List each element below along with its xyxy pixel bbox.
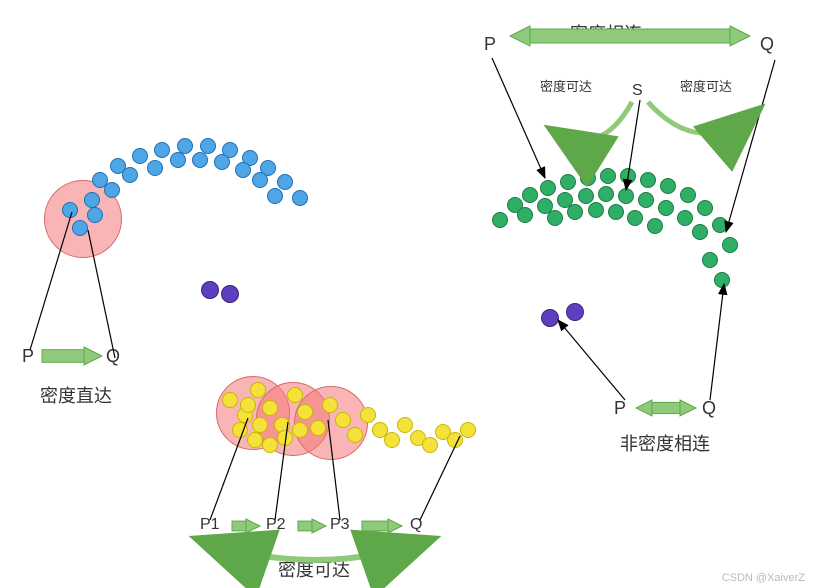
yellow-dot-16 bbox=[422, 437, 438, 453]
label-density-reach-small-l: 密度可达 bbox=[540, 76, 592, 95]
yellow-dot-9 bbox=[335, 412, 351, 428]
green-dot-3 bbox=[540, 180, 556, 196]
blue-dot-0 bbox=[62, 202, 78, 218]
label-p2: P2 bbox=[266, 516, 286, 534]
green-dot-20 bbox=[638, 192, 654, 208]
blue-dot-5 bbox=[132, 148, 148, 164]
purple-noise-dot-0 bbox=[201, 281, 219, 299]
watermark: CSDN @XaiverZ bbox=[722, 572, 805, 584]
blue-dot-15 bbox=[147, 160, 163, 176]
green-dot-19 bbox=[618, 188, 634, 204]
diagram-stage: PQ密度直达PQ密度相连S密度可达密度可达PQ非密度相连P1P2P3Q密度可达 bbox=[0, 0, 813, 588]
label-q-tl: Q bbox=[106, 346, 120, 367]
label-q-tr: Q bbox=[760, 34, 774, 55]
yellow-dot-19 bbox=[460, 422, 476, 438]
green-dot-27 bbox=[608, 204, 624, 220]
green-dot-10 bbox=[680, 187, 696, 203]
blue-dot-17 bbox=[192, 152, 208, 168]
green-dot-14 bbox=[517, 207, 533, 223]
yellow-dot-23 bbox=[277, 430, 293, 446]
yellow-dot-24 bbox=[292, 422, 308, 438]
green-dot-11 bbox=[697, 200, 713, 216]
blue-dot-13 bbox=[292, 190, 308, 206]
blue-dot-21 bbox=[267, 188, 283, 204]
label-p-tl: P bbox=[22, 346, 34, 367]
purple-noise-dot-3 bbox=[566, 303, 584, 321]
green-dot-22 bbox=[677, 210, 693, 226]
yellow-dot-8 bbox=[322, 397, 338, 413]
yellow-dot-2 bbox=[250, 382, 266, 398]
blue-dot-16 bbox=[170, 152, 186, 168]
green-dot-23 bbox=[692, 224, 708, 240]
label-density-direct: 密度直达 bbox=[40, 382, 112, 408]
label-density-reach-small-r: 密度可达 bbox=[680, 76, 732, 95]
blue-dot-18 bbox=[214, 154, 230, 170]
yellow-dot-5 bbox=[287, 387, 303, 403]
green-dot-31 bbox=[714, 272, 730, 288]
green-dot-12 bbox=[712, 217, 728, 233]
yellow-dot-14 bbox=[397, 417, 413, 433]
label-p-tr: P bbox=[484, 34, 496, 55]
yellow-dot-25 bbox=[252, 417, 268, 433]
purple-noise-dot-1 bbox=[221, 285, 239, 303]
yellow-dot-11 bbox=[360, 407, 376, 423]
green-dot-24 bbox=[547, 210, 563, 226]
label-qy: Q bbox=[410, 516, 422, 534]
blue-dot-14 bbox=[122, 167, 138, 183]
blue-dot-1 bbox=[72, 220, 88, 236]
green-dot-28 bbox=[627, 210, 643, 226]
green-dot-9 bbox=[660, 178, 676, 194]
yellow-dot-13 bbox=[384, 432, 400, 448]
yellow-dot-26 bbox=[240, 397, 256, 413]
green-dot-25 bbox=[567, 204, 583, 220]
label-density-reach-bottom: 密度可达 bbox=[278, 556, 350, 582]
green-dot-6 bbox=[600, 168, 616, 184]
green-dot-30 bbox=[702, 252, 718, 268]
green-dot-4 bbox=[560, 174, 576, 190]
yellow-dot-10 bbox=[347, 427, 363, 443]
green-dot-2 bbox=[522, 187, 538, 203]
green-dot-26 bbox=[588, 202, 604, 218]
label-p-br: P bbox=[614, 398, 626, 419]
blue-dot-2 bbox=[84, 192, 100, 208]
yellow-dot-7 bbox=[310, 420, 326, 436]
blue-dot-6 bbox=[154, 142, 170, 158]
green-dot-29 bbox=[647, 218, 663, 234]
green-dot-17 bbox=[578, 188, 594, 204]
yellow-dot-3 bbox=[262, 400, 278, 416]
blue-dot-23 bbox=[87, 207, 103, 223]
label-p1: P1 bbox=[200, 516, 220, 534]
green-dot-7 bbox=[620, 168, 636, 184]
green-dot-8 bbox=[640, 172, 656, 188]
purple-noise-dot-2 bbox=[541, 309, 559, 327]
green-dot-0 bbox=[492, 212, 508, 228]
yellow-dot-0 bbox=[222, 392, 238, 408]
label-s-tr: S bbox=[632, 82, 643, 100]
blue-dot-12 bbox=[277, 174, 293, 190]
green-dot-5 bbox=[580, 170, 596, 186]
blue-dot-20 bbox=[252, 172, 268, 188]
green-dot-21 bbox=[658, 200, 674, 216]
label-not-density-connected: 非密度相连 bbox=[620, 430, 710, 456]
label-density-connected: 密度相连 bbox=[570, 20, 642, 46]
green-dot-13 bbox=[722, 237, 738, 253]
label-q-br: Q bbox=[702, 398, 716, 419]
label-p3: P3 bbox=[330, 516, 350, 534]
yellow-dot-20 bbox=[232, 422, 248, 438]
blue-dot-19 bbox=[235, 162, 251, 178]
yellow-dot-6 bbox=[297, 404, 313, 420]
green-dot-18 bbox=[598, 186, 614, 202]
yellow-dot-21 bbox=[247, 432, 263, 448]
yellow-dot-22 bbox=[262, 437, 278, 453]
blue-dot-22 bbox=[104, 182, 120, 198]
